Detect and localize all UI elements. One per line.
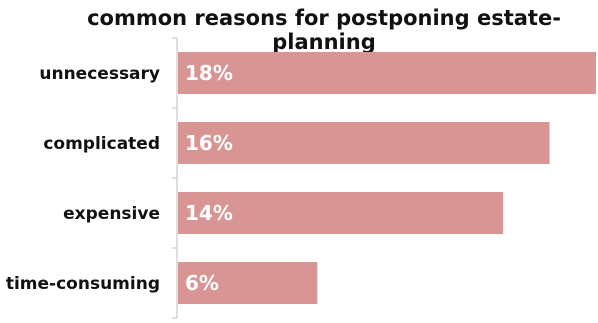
category-label: expensive xyxy=(63,204,160,224)
data-label: 14% xyxy=(185,201,233,225)
category-label: time-consuming xyxy=(6,274,160,294)
data-label: 18% xyxy=(185,61,233,85)
bar-complicated xyxy=(178,122,550,164)
category-label: unnecessary xyxy=(39,64,160,84)
bar-expensive xyxy=(178,192,504,234)
bar-unnecessary xyxy=(178,52,596,94)
chart-title: common reasons for postponing estate-pla… xyxy=(87,6,561,54)
data-label: 16% xyxy=(185,131,233,155)
category-label: complicated xyxy=(43,134,160,154)
bar-time-consuming xyxy=(178,262,318,304)
data-label: 6% xyxy=(185,271,219,295)
